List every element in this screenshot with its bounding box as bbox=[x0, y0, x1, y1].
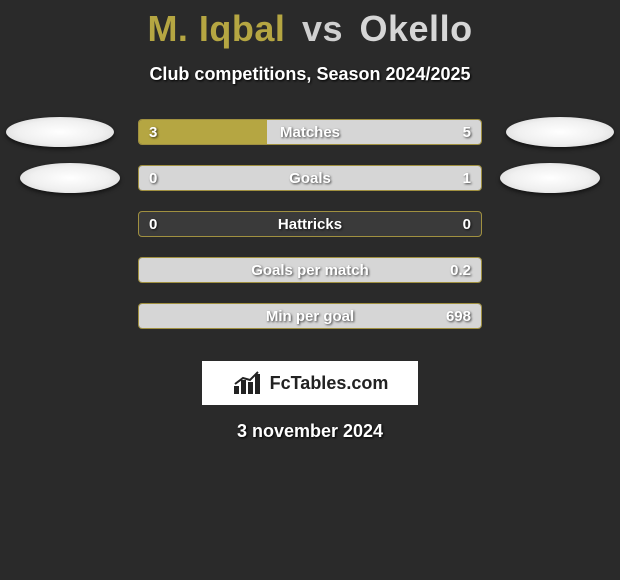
stat-row: 698Min per goal bbox=[0, 297, 620, 343]
stat-bar: 35Matches bbox=[138, 119, 482, 145]
stat-label: Goals per match bbox=[139, 258, 481, 283]
stat-bar: 0.2Goals per match bbox=[138, 257, 482, 283]
stat-label: Goals bbox=[139, 166, 481, 191]
vs-text: vs bbox=[302, 8, 343, 49]
logo-text: FcTables.com bbox=[270, 373, 389, 394]
date-text: 3 november 2024 bbox=[0, 421, 620, 442]
stat-label: Hattricks bbox=[139, 212, 481, 237]
player1-logo-ellipse bbox=[20, 163, 120, 193]
stat-bar: 01Goals bbox=[138, 165, 482, 191]
page-title: M. Iqbal vs Okello bbox=[0, 0, 620, 50]
stat-bar: 00Hattricks bbox=[138, 211, 482, 237]
stat-label: Matches bbox=[139, 120, 481, 145]
subtitle: Club competitions, Season 2024/2025 bbox=[0, 64, 620, 85]
player1-name: M. Iqbal bbox=[147, 8, 285, 49]
player2-name: Okello bbox=[360, 8, 473, 49]
player2-logo-ellipse bbox=[506, 117, 614, 147]
stat-label: Min per goal bbox=[139, 304, 481, 329]
player1-logo-ellipse bbox=[6, 117, 114, 147]
player2-logo-ellipse bbox=[500, 163, 600, 193]
stat-row: 01Goals bbox=[0, 159, 620, 205]
stat-row: 00Hattricks bbox=[0, 205, 620, 251]
chart-icon bbox=[232, 370, 264, 396]
stat-row: 0.2Goals per match bbox=[0, 251, 620, 297]
stat-row: 35Matches bbox=[0, 113, 620, 159]
stat-bar: 698Min per goal bbox=[138, 303, 482, 329]
logo-box: FcTables.com bbox=[202, 361, 418, 405]
stat-rows: 35Matches 01Goals 00Hattricks 0.2Goals per … bbox=[0, 113, 620, 343]
